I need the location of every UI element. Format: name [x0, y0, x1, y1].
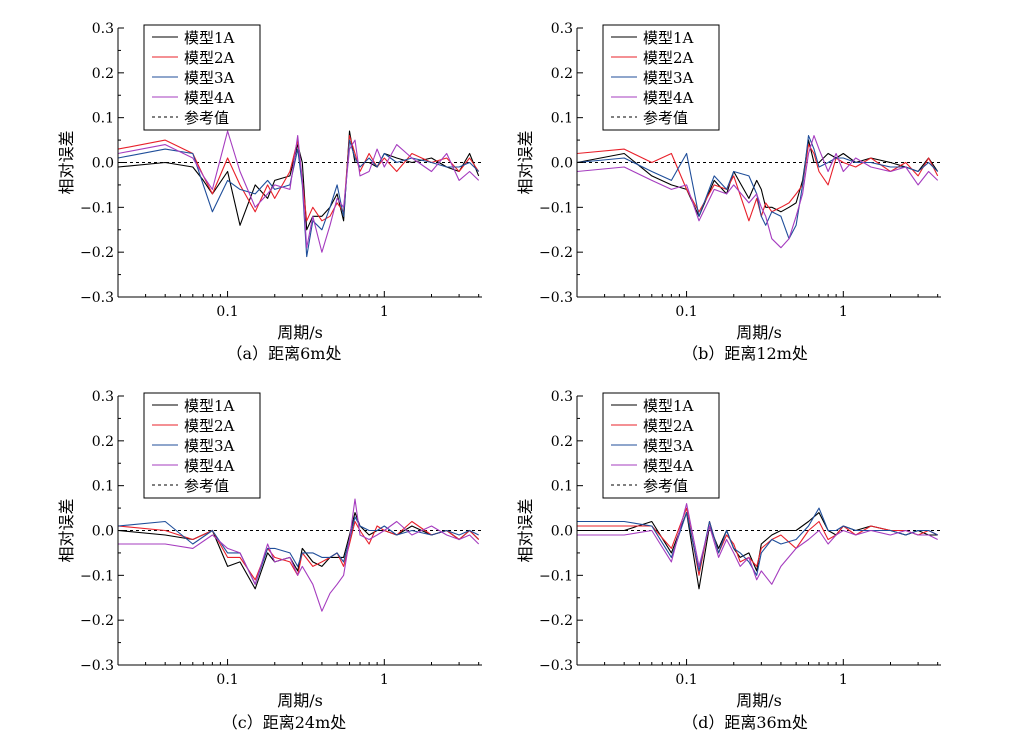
series-line-3: [118, 139, 480, 258]
x-tick-label: 1: [839, 672, 848, 688]
chart-panel-2: −0.3 −0.2 −0.1 0.0 0.1 0.2 0.3 0.1 1 周期/s 相对误差 （b）距…: [516, 21, 941, 363]
panel-caption: （a）距离6m处: [227, 344, 342, 363]
y-tick-label: −0.2: [80, 245, 114, 261]
legend-label-4: 模型4A: [643, 89, 694, 107]
series-line-4: [577, 135, 939, 249]
y-tick-label: −0.1: [539, 200, 573, 216]
legend-label-2: 模型2A: [643, 49, 694, 67]
series-line-3: [118, 516, 479, 585]
series-group: [118, 130, 480, 258]
y-tick-label: 0.3: [551, 389, 573, 405]
y-tick-label: −0.3: [80, 290, 114, 306]
series-line-2: [577, 507, 938, 576]
y-tick-label: 0.1: [551, 479, 573, 495]
series-line-3: [577, 135, 939, 240]
series-line-1: [118, 512, 480, 590]
y-tick-label: 0.1: [92, 479, 114, 495]
series-group: [577, 135, 939, 249]
legend-label-5: 参考值: [643, 477, 688, 495]
y-tick-label: 0.1: [551, 111, 573, 127]
series-line-1: [577, 139, 939, 217]
y-tick-label: 0.3: [92, 389, 114, 405]
legend: 模型1A 模型2A 模型3A 模型4A 参考值: [602, 392, 720, 499]
legend-label-2: 模型2A: [643, 417, 694, 435]
x-axis-title: 周期/s: [736, 323, 782, 342]
y-tick-label: 0.0: [551, 156, 573, 172]
y-tick-label: −0.1: [80, 568, 114, 584]
y-axis-title: 相对误差: [516, 130, 535, 194]
y-tick-label: −0.2: [80, 613, 114, 629]
legend-label-4: 模型4A: [184, 457, 235, 475]
legend-label-5: 参考值: [184, 109, 229, 127]
y-tick-label: 0.0: [551, 524, 573, 540]
panel-caption: （c）距离24m处: [222, 713, 347, 732]
y-axis-title: 相对误差: [57, 130, 76, 194]
legend-label-1: 模型1A: [643, 29, 694, 47]
legend-label-3: 模型3A: [184, 437, 235, 455]
legend-label-2: 模型2A: [184, 417, 235, 435]
chart-panel-3: −0.3 −0.2 −0.1 0.0 0.1 0.2 0.3 0.1 1 周期/s 相对误差 （c）距…: [57, 389, 482, 732]
legend-label-5: 参考值: [184, 477, 229, 495]
y-tick-label: 0.3: [551, 21, 573, 37]
legend-label-5: 参考值: [643, 109, 688, 127]
x-tick-label: 1: [380, 304, 389, 320]
series-line-1: [118, 130, 480, 231]
y-tick-label: −0.2: [539, 613, 573, 629]
y-tick-label: −0.2: [539, 245, 573, 261]
y-tick-label: 0.2: [551, 434, 573, 450]
x-tick-label: 1: [380, 672, 389, 688]
y-axis-title: 相对误差: [57, 498, 76, 562]
x-tick-label: 1: [839, 304, 848, 320]
y-tick-label: −0.3: [539, 290, 573, 306]
x-tick-label: 0.1: [675, 672, 697, 688]
legend-label-2: 模型2A: [184, 49, 235, 67]
y-tick-label: 0.0: [92, 156, 114, 172]
legend: 模型1A 模型2A 模型3A 模型4A 参考值: [602, 24, 720, 131]
legend-label-4: 模型4A: [643, 457, 694, 475]
legend-label-3: 模型3A: [184, 69, 235, 87]
y-tick-label: 0.0: [92, 524, 114, 540]
legend: 模型1A 模型2A 模型3A 模型4A 参考值: [143, 392, 261, 499]
chart-panel-4: −0.3 −0.2 −0.1 0.0 0.1 0.2 0.3 0.1 1 周期/s 相对误差 （d）距…: [516, 389, 941, 732]
series-line-4: [118, 130, 480, 253]
y-tick-label: 0.3: [92, 21, 114, 37]
y-axis-title: 相对误差: [516, 498, 535, 562]
y-tick-label: 0.2: [92, 434, 114, 450]
legend-label-3: 模型3A: [643, 69, 694, 87]
panel-caption: （d）距离36m处: [682, 713, 808, 732]
legend-label-1: 模型1A: [643, 397, 694, 415]
y-tick-label: 0.1: [92, 111, 114, 127]
x-axis-title: 周期/s: [277, 323, 323, 342]
y-tick-label: −0.3: [539, 658, 573, 674]
series-line-2: [577, 144, 939, 222]
y-tick-label: −0.3: [80, 658, 114, 674]
legend-label-1: 模型1A: [184, 397, 235, 415]
series-group: [577, 503, 938, 590]
series-line-4: [577, 503, 938, 585]
panel-caption: （b）距离12m处: [682, 344, 808, 363]
series-line-3: [577, 507, 938, 576]
y-tick-label: −0.1: [80, 200, 114, 216]
x-tick-label: 0.1: [216, 672, 238, 688]
legend-label-4: 模型4A: [184, 89, 235, 107]
x-tick-label: 0.1: [675, 304, 697, 320]
y-tick-label: −0.1: [539, 568, 573, 584]
x-axis-title: 周期/s: [277, 691, 323, 710]
y-tick-label: 0.2: [551, 66, 573, 82]
legend: 模型1A 模型2A 模型3A 模型4A 参考值: [143, 24, 261, 131]
x-tick-label: 0.1: [216, 304, 238, 320]
x-axis-title: 周期/s: [736, 691, 782, 710]
legend-label-3: 模型3A: [643, 437, 694, 455]
legend-label-1: 模型1A: [184, 29, 235, 47]
series-line-4: [118, 498, 480, 612]
series-group: [118, 498, 480, 612]
chart-panel-1: −0.3 −0.2 −0.1 0.0 0.1 0.2 0.3 0.1 1 周期/s 相对误差 （a）距…: [57, 21, 482, 363]
y-tick-label: 0.2: [92, 66, 114, 82]
